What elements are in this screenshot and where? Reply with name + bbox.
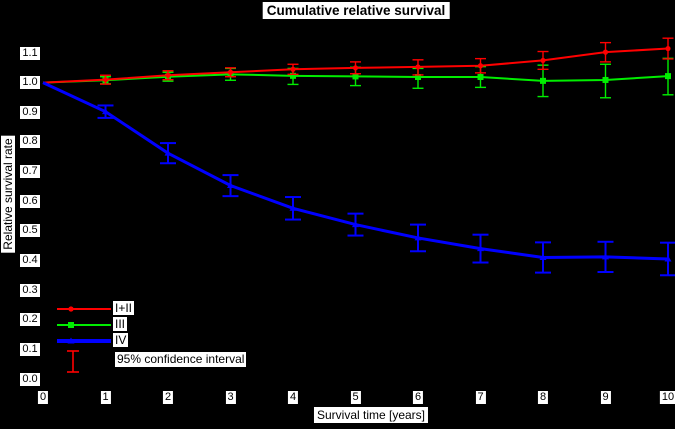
legend-label-iii: III <box>113 317 128 331</box>
y-tick-label: 0.1 <box>20 342 40 356</box>
legend-label-confidence-interval: 95% confidence interval <box>115 352 247 367</box>
legend-label-i-ii: I+II <box>113 301 135 315</box>
x-tick-label: 1 <box>100 391 111 404</box>
y-tick-label: 0.7 <box>20 165 40 179</box>
y-tick-label: 0.4 <box>20 253 40 267</box>
y-tick-label: 0.6 <box>20 194 40 208</box>
y-tick-label: 0.2 <box>20 313 40 327</box>
y-tick-label: 0.5 <box>20 224 40 238</box>
x-tick-label: 8 <box>537 391 549 404</box>
x-tick-label: 7 <box>475 391 486 404</box>
x-tick-label: 4 <box>287 391 299 404</box>
x-tick-label: 2 <box>162 391 174 404</box>
x-tick-label: 5 <box>350 391 361 404</box>
y-tick-label: 1.0 <box>20 76 40 90</box>
x-tick-label: 9 <box>600 391 611 404</box>
y-tick-label: 0.3 <box>20 283 40 297</box>
y-tick-label: 0.8 <box>20 135 40 149</box>
legend-line-iv-icon <box>57 337 111 344</box>
x-tick-label: 3 <box>225 391 236 404</box>
x-tick-label: 6 <box>412 391 424 404</box>
x-axis-title: Survival time [years] <box>313 407 429 423</box>
legend-label-iv: IV <box>113 333 129 347</box>
series-IV <box>42 81 675 277</box>
y-tick-label: 1.1 <box>20 46 40 60</box>
x-tick-label: 0 <box>37 391 49 404</box>
chart-title: Cumulative relative survival <box>262 2 450 19</box>
legend-line-i-ii-icon <box>57 306 111 312</box>
y-tick-label: 0.0 <box>20 372 40 386</box>
error-bar-icon <box>67 350 79 373</box>
series-I+II <box>42 37 674 85</box>
x-tick-label: 10 <box>659 391 675 404</box>
y-tick-label: 0.9 <box>20 105 40 119</box>
legend-line-iii-icon <box>57 322 111 328</box>
